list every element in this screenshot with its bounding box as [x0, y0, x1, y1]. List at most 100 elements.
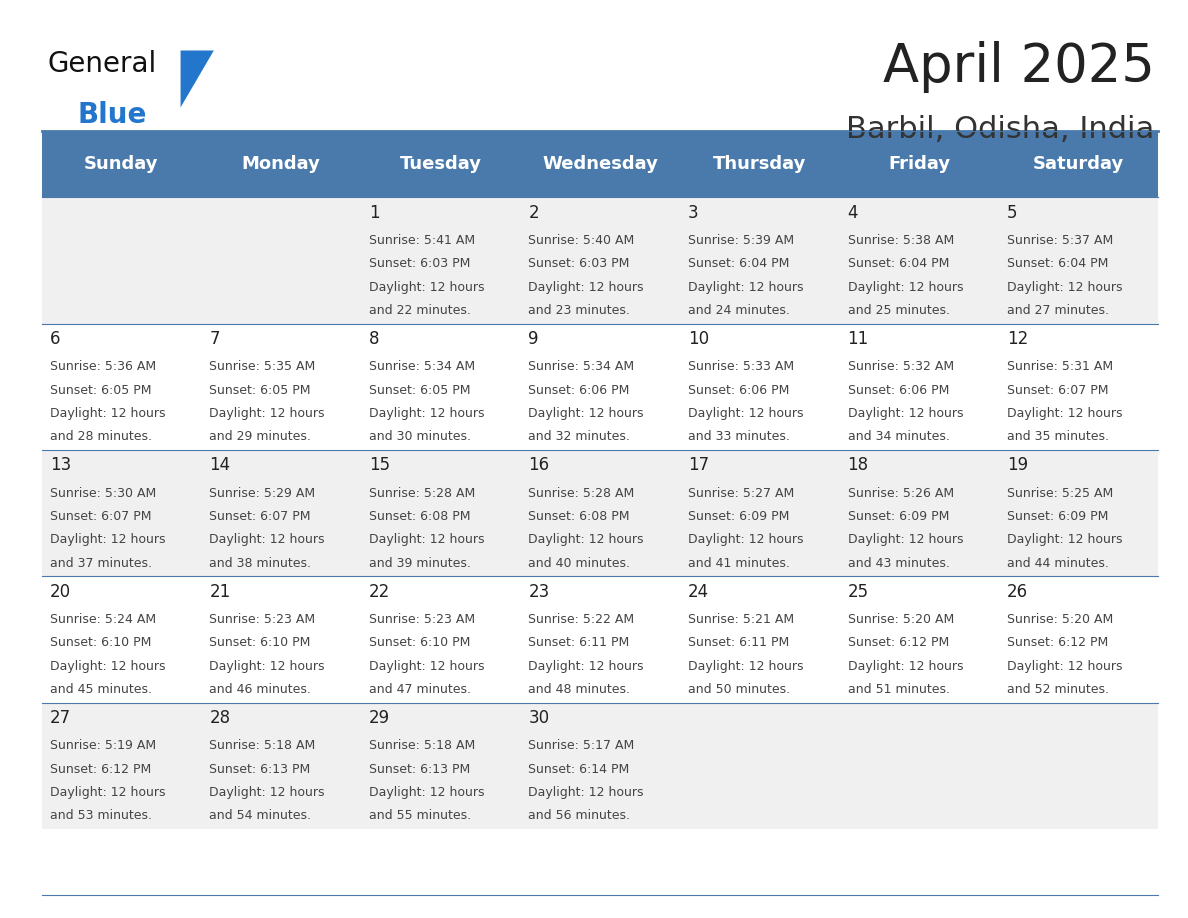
Text: Daylight: 12 hours: Daylight: 12 hours [529, 407, 644, 420]
Text: Daylight: 12 hours: Daylight: 12 hours [1007, 660, 1123, 673]
Text: Daylight: 12 hours: Daylight: 12 hours [209, 533, 326, 546]
Text: Wednesday: Wednesday [542, 155, 658, 174]
Text: Daylight: 12 hours: Daylight: 12 hours [1007, 407, 1123, 420]
Text: Sunrise: 5:36 AM: Sunrise: 5:36 AM [50, 361, 156, 374]
Text: Sunday: Sunday [84, 155, 158, 174]
Text: Sunrise: 5:32 AM: Sunrise: 5:32 AM [847, 361, 954, 374]
Text: Sunrise: 5:34 AM: Sunrise: 5:34 AM [369, 361, 475, 374]
Text: Sunrise: 5:20 AM: Sunrise: 5:20 AM [1007, 613, 1113, 626]
Text: 3: 3 [688, 204, 699, 222]
Text: Sunset: 6:04 PM: Sunset: 6:04 PM [1007, 257, 1108, 271]
Text: 11: 11 [847, 330, 868, 348]
Text: and 23 minutes.: and 23 minutes. [529, 304, 631, 317]
Text: and 47 minutes.: and 47 minutes. [369, 683, 470, 696]
Text: Sunset: 6:10 PM: Sunset: 6:10 PM [50, 636, 151, 649]
Text: Daylight: 12 hours: Daylight: 12 hours [50, 786, 165, 799]
Text: Sunset: 6:06 PM: Sunset: 6:06 PM [688, 384, 789, 397]
Text: and 45 minutes.: and 45 minutes. [50, 683, 152, 696]
Text: 25: 25 [847, 583, 868, 600]
Text: and 34 minutes.: and 34 minutes. [847, 431, 949, 443]
Text: and 22 minutes.: and 22 minutes. [369, 304, 470, 317]
Text: Saturday: Saturday [1032, 155, 1124, 174]
Text: Daylight: 12 hours: Daylight: 12 hours [529, 660, 644, 673]
Text: Daylight: 12 hours: Daylight: 12 hours [847, 281, 963, 294]
Text: and 44 minutes.: and 44 minutes. [1007, 556, 1108, 570]
Text: Sunrise: 5:39 AM: Sunrise: 5:39 AM [688, 234, 794, 247]
Bar [42, 324, 1158, 450]
Text: Sunset: 6:03 PM: Sunset: 6:03 PM [529, 257, 630, 271]
Text: 12: 12 [1007, 330, 1029, 348]
Text: Daylight: 12 hours: Daylight: 12 hours [529, 281, 644, 294]
Text: Daylight: 12 hours: Daylight: 12 hours [209, 786, 326, 799]
Text: Sunrise: 5:33 AM: Sunrise: 5:33 AM [688, 361, 794, 374]
Text: and 55 minutes.: and 55 minutes. [369, 810, 472, 823]
Text: Sunset: 6:04 PM: Sunset: 6:04 PM [688, 257, 789, 271]
Text: Sunrise: 5:34 AM: Sunrise: 5:34 AM [529, 361, 634, 374]
Bar [42, 702, 1158, 829]
Text: Daylight: 12 hours: Daylight: 12 hours [209, 660, 326, 673]
Text: 1: 1 [369, 204, 380, 222]
Text: and 29 minutes.: and 29 minutes. [209, 431, 311, 443]
Text: Sunset: 6:06 PM: Sunset: 6:06 PM [529, 384, 630, 397]
Text: Sunset: 6:04 PM: Sunset: 6:04 PM [847, 257, 949, 271]
Text: 30: 30 [529, 709, 550, 727]
Text: Daylight: 12 hours: Daylight: 12 hours [688, 533, 803, 546]
Text: Daylight: 12 hours: Daylight: 12 hours [369, 786, 485, 799]
Bar [42, 131, 1158, 197]
Text: 29: 29 [369, 709, 390, 727]
Text: Daylight: 12 hours: Daylight: 12 hours [847, 533, 963, 546]
Text: and 25 minutes.: and 25 minutes. [847, 304, 949, 317]
Text: Sunrise: 5:23 AM: Sunrise: 5:23 AM [209, 613, 316, 626]
Text: Sunrise: 5:17 AM: Sunrise: 5:17 AM [529, 739, 634, 752]
Text: Sunrise: 5:19 AM: Sunrise: 5:19 AM [50, 739, 156, 752]
Text: 22: 22 [369, 583, 390, 600]
Text: Daylight: 12 hours: Daylight: 12 hours [209, 407, 326, 420]
Text: and 56 minutes.: and 56 minutes. [529, 810, 631, 823]
Text: Sunset: 6:09 PM: Sunset: 6:09 PM [688, 510, 789, 523]
Text: 6: 6 [50, 330, 61, 348]
Text: Sunset: 6:07 PM: Sunset: 6:07 PM [1007, 384, 1108, 397]
Text: and 28 minutes.: and 28 minutes. [50, 431, 152, 443]
Text: Sunset: 6:08 PM: Sunset: 6:08 PM [369, 510, 470, 523]
Text: Sunset: 6:11 PM: Sunset: 6:11 PM [529, 636, 630, 649]
Text: and 48 minutes.: and 48 minutes. [529, 683, 631, 696]
Text: 5: 5 [1007, 204, 1018, 222]
Text: Tuesday: Tuesday [399, 155, 481, 174]
Bar [42, 450, 1158, 577]
Text: Sunrise: 5:18 AM: Sunrise: 5:18 AM [369, 739, 475, 752]
Text: Sunrise: 5:22 AM: Sunrise: 5:22 AM [529, 613, 634, 626]
Text: 16: 16 [529, 456, 550, 475]
Text: and 41 minutes.: and 41 minutes. [688, 556, 790, 570]
Text: Daylight: 12 hours: Daylight: 12 hours [369, 660, 485, 673]
Bar [42, 577, 1158, 702]
Text: Daylight: 12 hours: Daylight: 12 hours [688, 281, 803, 294]
Text: and 46 minutes.: and 46 minutes. [209, 683, 311, 696]
Text: April 2025: April 2025 [883, 41, 1155, 94]
Text: General: General [48, 50, 157, 79]
Text: 21: 21 [209, 583, 230, 600]
Text: and 33 minutes.: and 33 minutes. [688, 431, 790, 443]
Text: Daylight: 12 hours: Daylight: 12 hours [529, 533, 644, 546]
Text: Sunset: 6:05 PM: Sunset: 6:05 PM [209, 384, 311, 397]
Text: Sunrise: 5:20 AM: Sunrise: 5:20 AM [847, 613, 954, 626]
Text: Sunset: 6:05 PM: Sunset: 6:05 PM [369, 384, 470, 397]
Text: Sunrise: 5:27 AM: Sunrise: 5:27 AM [688, 487, 795, 499]
Polygon shape [181, 50, 214, 107]
Text: and 43 minutes.: and 43 minutes. [847, 556, 949, 570]
Text: Sunset: 6:10 PM: Sunset: 6:10 PM [369, 636, 470, 649]
Text: and 50 minutes.: and 50 minutes. [688, 683, 790, 696]
Text: Thursday: Thursday [713, 155, 807, 174]
Text: Sunrise: 5:24 AM: Sunrise: 5:24 AM [50, 613, 156, 626]
Text: 7: 7 [209, 330, 220, 348]
Text: Sunrise: 5:38 AM: Sunrise: 5:38 AM [847, 234, 954, 247]
Text: Sunrise: 5:41 AM: Sunrise: 5:41 AM [369, 234, 475, 247]
Text: Daylight: 12 hours: Daylight: 12 hours [847, 407, 963, 420]
Text: Sunrise: 5:29 AM: Sunrise: 5:29 AM [209, 487, 316, 499]
Text: 17: 17 [688, 456, 709, 475]
Text: Sunset: 6:12 PM: Sunset: 6:12 PM [50, 763, 151, 776]
Text: Sunset: 6:09 PM: Sunset: 6:09 PM [847, 510, 949, 523]
Text: 20: 20 [50, 583, 71, 600]
Text: Sunset: 6:07 PM: Sunset: 6:07 PM [209, 510, 311, 523]
Text: and 37 minutes.: and 37 minutes. [50, 556, 152, 570]
Text: 28: 28 [209, 709, 230, 727]
